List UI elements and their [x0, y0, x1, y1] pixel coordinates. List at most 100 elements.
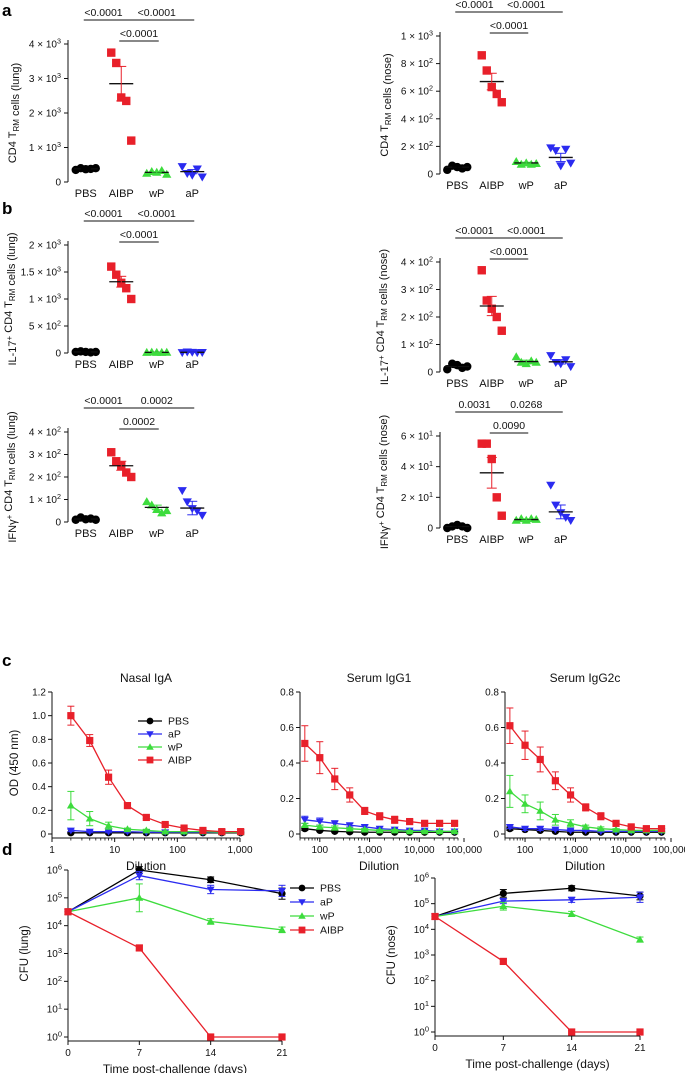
- y-tick-label: 0: [427, 524, 433, 535]
- data-point-aP: [177, 163, 187, 172]
- data-point-AIBP: [127, 472, 136, 482]
- x-tick-label: 100: [311, 845, 328, 856]
- y-tick-exponent: 6: [425, 871, 429, 880]
- data-point-wP: [390, 826, 399, 834]
- x-tick-label: 100: [169, 845, 186, 856]
- data-point-aP: [521, 825, 530, 833]
- y-tick-label-mantissa: 6 × 10: [401, 87, 430, 98]
- y-label-text: cells (lung): [6, 232, 18, 288]
- x-category-label: AIBP: [479, 378, 504, 390]
- data-point-AIBP: [627, 823, 635, 831]
- data-point-AIBP: [278, 1033, 286, 1041]
- y-tick-label-mantissa: 4 × 10: [401, 462, 430, 473]
- y-tick-exponent: 4: [425, 922, 429, 931]
- p-value-label: <0.0001: [455, 0, 493, 11]
- data-point-aP: [566, 516, 576, 525]
- data-point-AIBP: [435, 819, 444, 827]
- data-point-AIBP: [477, 266, 486, 275]
- x-tick-label: 10,000: [404, 845, 435, 856]
- x-category-label: wP: [518, 180, 534, 192]
- y-tick-label: 4 × 102: [29, 425, 61, 439]
- y-tick-label: 0.8: [485, 688, 499, 699]
- data-point-PBS: [207, 876, 215, 884]
- y-label-subscript: RM: [12, 119, 21, 132]
- data-point-wP: [360, 825, 369, 833]
- data-point-AIBP: [237, 828, 245, 836]
- y-tick-label: 0.4: [485, 759, 499, 770]
- series-line-AIBP: [304, 743, 455, 824]
- data-point-aP: [561, 356, 571, 365]
- p-value-label: <0.0001: [455, 225, 493, 237]
- y-tick-base: 10: [414, 1002, 426, 1013]
- legend-label-aP: aP: [320, 897, 333, 909]
- y-tick-label-mantissa: 2 × 10: [401, 142, 430, 153]
- data-point-AIBP: [497, 326, 506, 335]
- y-tick-label-mantissa: 0: [427, 368, 433, 379]
- x-tick-label: 1,000: [563, 845, 588, 856]
- y-label-subscript: RM: [8, 467, 17, 480]
- y-label-superscript: +: [5, 335, 14, 340]
- data-point-wP: [142, 497, 152, 506]
- y-tick-label: 1 × 102: [29, 492, 61, 506]
- x-category-label: aP: [554, 180, 567, 192]
- y-tick-label-mantissa: 3 × 10: [401, 285, 430, 296]
- y-tick-label-exponent: 2: [429, 337, 433, 346]
- x-tick-label: 14: [566, 1043, 578, 1054]
- y-tick-label-exponent: 1: [429, 490, 433, 499]
- data-point-aP: [551, 826, 560, 834]
- data-point-aP: [85, 828, 94, 836]
- data-point-wP: [147, 500, 157, 509]
- y-tick-label: 2 × 101: [401, 490, 433, 504]
- x-category-label: wP: [518, 534, 534, 546]
- y-tick-label-exponent: 1: [429, 459, 433, 468]
- x-tick-label: 10: [109, 845, 121, 856]
- y-tick-label: 0.8: [32, 735, 46, 746]
- data-point-AIBP: [582, 803, 590, 811]
- y-tick-exponent: 5: [425, 896, 429, 905]
- y-tick-exponent: 0: [58, 1030, 62, 1039]
- data-point-aP: [556, 162, 566, 171]
- x-tick-label: 1: [49, 845, 55, 856]
- data-point-AIBP: [301, 739, 309, 748]
- y-tick-label-exponent: 2: [429, 310, 433, 319]
- y-tick-label: 1 × 103: [401, 29, 433, 43]
- data-point-wP: [566, 819, 575, 827]
- line-chart-c-igg2c: 0 0.2 0.4 0.6 0.8 100 1,000 10,000 100,000 Serum …: [485, 671, 685, 873]
- series-line-wP: [434, 905, 641, 941]
- y-tick-exponent: 5: [58, 890, 62, 899]
- x-category-label: PBS: [75, 188, 97, 200]
- y-tick-label: 4 × 103: [29, 37, 61, 51]
- y-tick-label-mantissa: 6 × 10: [401, 432, 430, 443]
- y-label-text: cells (nose): [378, 415, 390, 474]
- data-point-AIBP: [346, 791, 354, 799]
- y-tick-label-exponent: 3: [429, 29, 433, 38]
- y-axis-label: IL-17+ CD4 TRM cells (lung): [3, 232, 19, 365]
- y-tick-label-mantissa: 4 × 10: [401, 114, 430, 125]
- data-point-wP: [511, 352, 521, 361]
- y-tick-label: 3 × 102: [401, 282, 433, 296]
- y-label-text: cells (lung): [10, 63, 22, 119]
- y-tick-label: 1 × 103: [29, 292, 61, 306]
- y-tick-label: 4 × 101: [401, 459, 433, 473]
- y-tick-label-exponent: 3: [57, 106, 61, 115]
- data-point-AIBP: [127, 294, 136, 304]
- data-point-aP: [566, 363, 576, 372]
- data-point-AIBP: [521, 741, 529, 749]
- data-point-AIBP: [331, 775, 339, 783]
- data-point-wP: [162, 169, 172, 178]
- y-tick-label: 0: [55, 518, 61, 529]
- x-category-label: PBS: [75, 359, 97, 371]
- data-point-wP: [157, 508, 167, 517]
- x-category-label: AIBP: [109, 188, 134, 200]
- x-tick-label: 7: [501, 1043, 507, 1054]
- y-tick-label-exponent: 2: [57, 319, 61, 328]
- y-tick-label-mantissa: 2 × 10: [29, 109, 58, 120]
- data-point-wP: [278, 925, 286, 933]
- data-point-aP: [197, 348, 207, 357]
- chart-title: Serum IgG1: [347, 671, 412, 685]
- data-point-aP: [505, 824, 514, 831]
